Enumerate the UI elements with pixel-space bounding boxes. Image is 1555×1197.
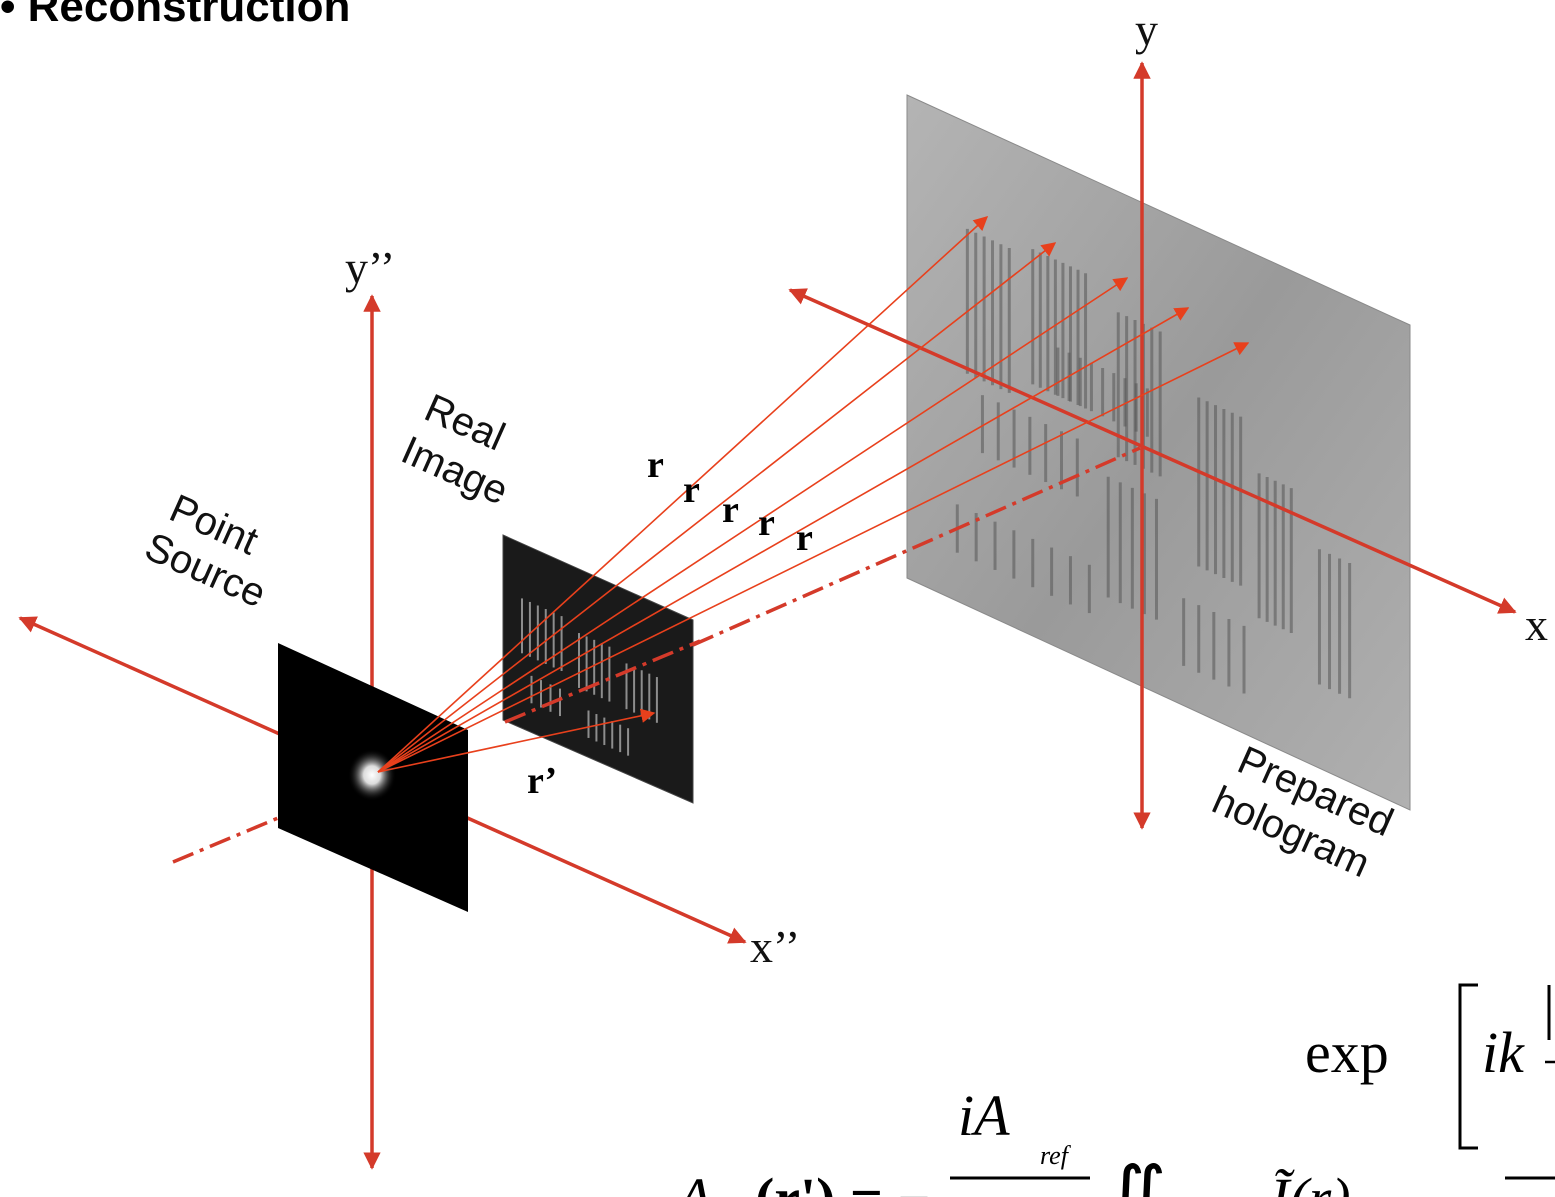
optical-axis-middle <box>504 639 701 724</box>
optical-axis-right <box>692 446 1141 647</box>
equation-exp-argument: ik <box>1482 1020 1525 1085</box>
title-bullet: • <box>0 0 16 31</box>
hologram-x-axis <box>788 288 1517 614</box>
reconstruction-equation: A (r') = − iA ref ∬ Ĩ(r) exp ik <box>673 983 1555 1197</box>
ray-label-2: r <box>683 469 700 511</box>
equation-bracket <box>1458 983 1478 1150</box>
equation-argument: (r') = − <box>755 1166 931 1197</box>
ray-4 <box>377 307 1190 773</box>
point-source-label: Point Source <box>139 486 273 616</box>
equation-numerator-subscript: ref <box>1040 1141 1072 1170</box>
reconstruction-rays <box>377 216 1250 773</box>
equation-integrand: Ĩ(r) <box>1269 1166 1351 1197</box>
image-point-ray <box>377 708 656 773</box>
ray-label-3: r <box>722 489 739 531</box>
point-source-spot <box>348 749 396 801</box>
ray-label-4: r <box>758 502 775 544</box>
hologram-x-axis-label: x <box>1525 599 1548 650</box>
slide-title: • Reconstruction <box>0 0 350 42</box>
hologram-y-axis-label: y <box>1135 4 1158 55</box>
image-vector-label: r’ <box>527 760 557 802</box>
equation-exp: exp <box>1305 1020 1389 1085</box>
equation-numerator: iA <box>958 1083 1010 1148</box>
equation-integral: ∬ <box>1105 1152 1167 1197</box>
point-source-plane <box>278 643 468 912</box>
source-y-axis-label: y’’ <box>345 242 395 293</box>
ray-label-5: r <box>796 517 813 559</box>
source-x-axis-label: x’’ <box>750 921 800 972</box>
ray-1 <box>377 216 989 773</box>
real-image-label: Real Image <box>395 386 514 514</box>
ray-vector-labels: r r r r r r’ <box>527 444 813 802</box>
ray-2 <box>377 242 1057 773</box>
ray-label-1: r <box>647 444 664 486</box>
ray-3 <box>377 277 1129 773</box>
ray-5 <box>377 342 1250 773</box>
title-text: Reconstruction <box>27 0 351 31</box>
equation-lhs: A <box>673 1166 713 1197</box>
optical-axis-left <box>172 816 279 864</box>
